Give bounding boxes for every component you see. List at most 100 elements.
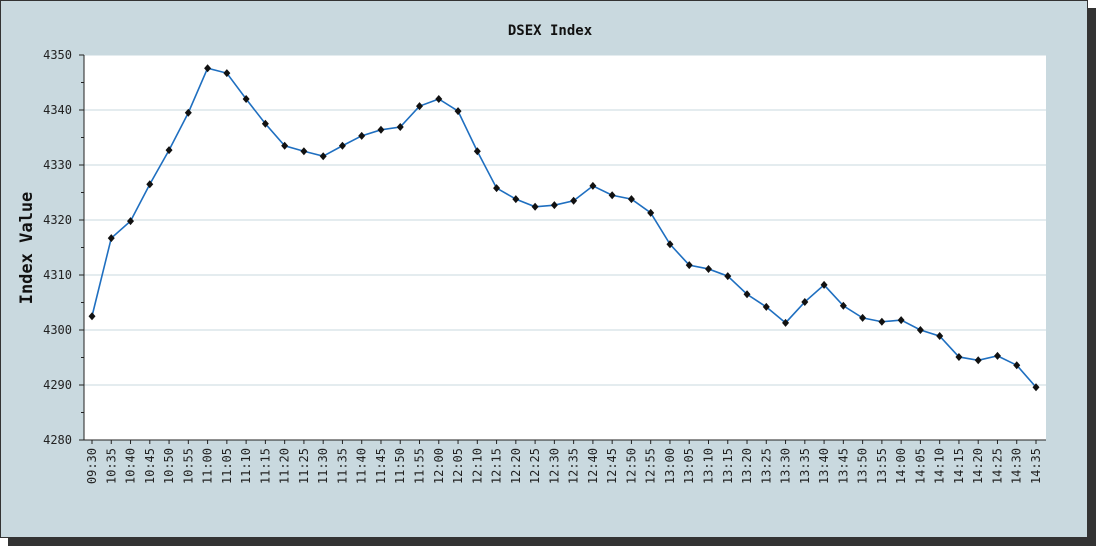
- data-point: [107, 234, 115, 243]
- data-point: [550, 201, 558, 210]
- data-point: [782, 318, 790, 327]
- data-point: [338, 141, 346, 150]
- x-tick-label: 11:20: [278, 448, 292, 484]
- chart-title: DSEX Index: [508, 23, 593, 39]
- x-tick-label: 11:25: [297, 448, 311, 484]
- x-tick-label: 14:20: [971, 448, 985, 484]
- data-point: [570, 196, 578, 205]
- x-tick-label: 11:55: [413, 448, 427, 484]
- data-point: [165, 146, 173, 155]
- x-tick-label: 13:25: [759, 448, 773, 484]
- data-point: [319, 152, 327, 161]
- x-tick-label: 11:35: [335, 448, 349, 484]
- data-point: [897, 316, 905, 325]
- x-tick-label: 11:40: [355, 448, 369, 484]
- x-tick-label: 12:30: [547, 448, 561, 484]
- y-tick-label: 4320: [43, 213, 72, 227]
- x-tick-label: 13:15: [721, 448, 735, 484]
- x-tick-label: 12:05: [451, 448, 465, 484]
- x-tick-label: 12:50: [624, 448, 638, 484]
- data-point: [974, 356, 982, 365]
- y-tick-label: 4280: [43, 433, 72, 447]
- data-point: [1032, 383, 1040, 392]
- data-point: [608, 191, 616, 200]
- x-tick-label: 12:40: [586, 448, 600, 484]
- data-point: [300, 147, 308, 156]
- x-tick-label: 10:35: [104, 448, 118, 484]
- x-tick-label: 14:30: [1010, 448, 1024, 484]
- x-tick-label: 13:55: [875, 448, 889, 484]
- y-tick-label: 4310: [43, 268, 72, 282]
- data-point: [473, 147, 481, 156]
- data-point: [859, 313, 867, 322]
- series-line: [91, 67, 1037, 388]
- data-point: [762, 302, 770, 311]
- x-tick-label: 11:50: [393, 448, 407, 484]
- x-tick-label: 12:45: [605, 448, 619, 484]
- x-tick-label: 11:15: [258, 448, 272, 484]
- data-point: [358, 131, 366, 140]
- data-point: [261, 119, 269, 128]
- data-point: [377, 125, 385, 134]
- data-point: [993, 351, 1001, 360]
- x-tick-label: 11:30: [316, 448, 330, 484]
- data-point: [878, 317, 886, 326]
- data-point: [127, 217, 135, 226]
- x-tick-label: 14:10: [933, 448, 947, 484]
- data-point: [839, 301, 847, 310]
- y-tick-label: 4290: [43, 378, 72, 392]
- data-point: [589, 181, 597, 190]
- data-point: [647, 208, 655, 217]
- x-tick-label: 09:30: [85, 448, 99, 484]
- x-tick-label: 10:40: [124, 448, 138, 484]
- y-axis-label: Index Value: [17, 192, 37, 305]
- data-point: [493, 184, 501, 193]
- x-tick-label: 11:10: [239, 448, 253, 484]
- data-point: [146, 180, 154, 189]
- x-tick-label: 14:35: [1029, 448, 1043, 484]
- x-tick-label: 13:45: [836, 448, 850, 484]
- data-point: [416, 102, 424, 111]
- data-point: [435, 95, 443, 103]
- x-tick-label: 12:35: [567, 448, 581, 484]
- data-point: [627, 195, 635, 204]
- data-point: [955, 352, 963, 361]
- x-tick-label: 10:45: [143, 448, 157, 484]
- x-tick-label: 13:35: [798, 448, 812, 484]
- x-tick-label: 13:50: [856, 448, 870, 484]
- data-point: [685, 261, 693, 270]
- data-point: [704, 264, 712, 273]
- x-tick-label: 14:25: [990, 448, 1004, 484]
- x-tick-label: 12:20: [509, 448, 523, 484]
- x-tick-label: 11:05: [220, 448, 234, 484]
- data-point: [512, 195, 520, 204]
- x-tick-label: 14:05: [913, 448, 927, 484]
- data-point: [281, 141, 289, 150]
- data-point: [820, 280, 828, 289]
- y-tick-label: 4330: [43, 158, 72, 172]
- x-tick-label: 14:15: [952, 448, 966, 484]
- data-point: [223, 69, 231, 78]
- y-tick-label: 4340: [43, 103, 72, 117]
- x-tick-label: 11:45: [374, 448, 388, 484]
- plot-area: [84, 55, 1046, 440]
- x-tick-label: 12:00: [432, 448, 446, 484]
- data-point: [531, 202, 539, 211]
- x-tick-label: 11:00: [201, 448, 215, 484]
- data-point: [1013, 361, 1021, 370]
- data-point: [396, 123, 404, 132]
- data-point: [242, 95, 250, 103]
- data-point: [88, 312, 96, 321]
- y-tick-label: 4350: [43, 48, 72, 62]
- x-tick-label: 13:40: [817, 448, 831, 484]
- data-point: [743, 290, 751, 299]
- x-tick-label: 13:20: [740, 448, 754, 484]
- x-tick-label: 14:00: [894, 448, 908, 484]
- data-point: [204, 64, 212, 73]
- x-tick-label: 13:10: [701, 448, 715, 484]
- data-point: [724, 272, 732, 281]
- data-point: [801, 297, 809, 306]
- data-point: [184, 108, 192, 117]
- x-tick-label: 12:10: [470, 448, 484, 484]
